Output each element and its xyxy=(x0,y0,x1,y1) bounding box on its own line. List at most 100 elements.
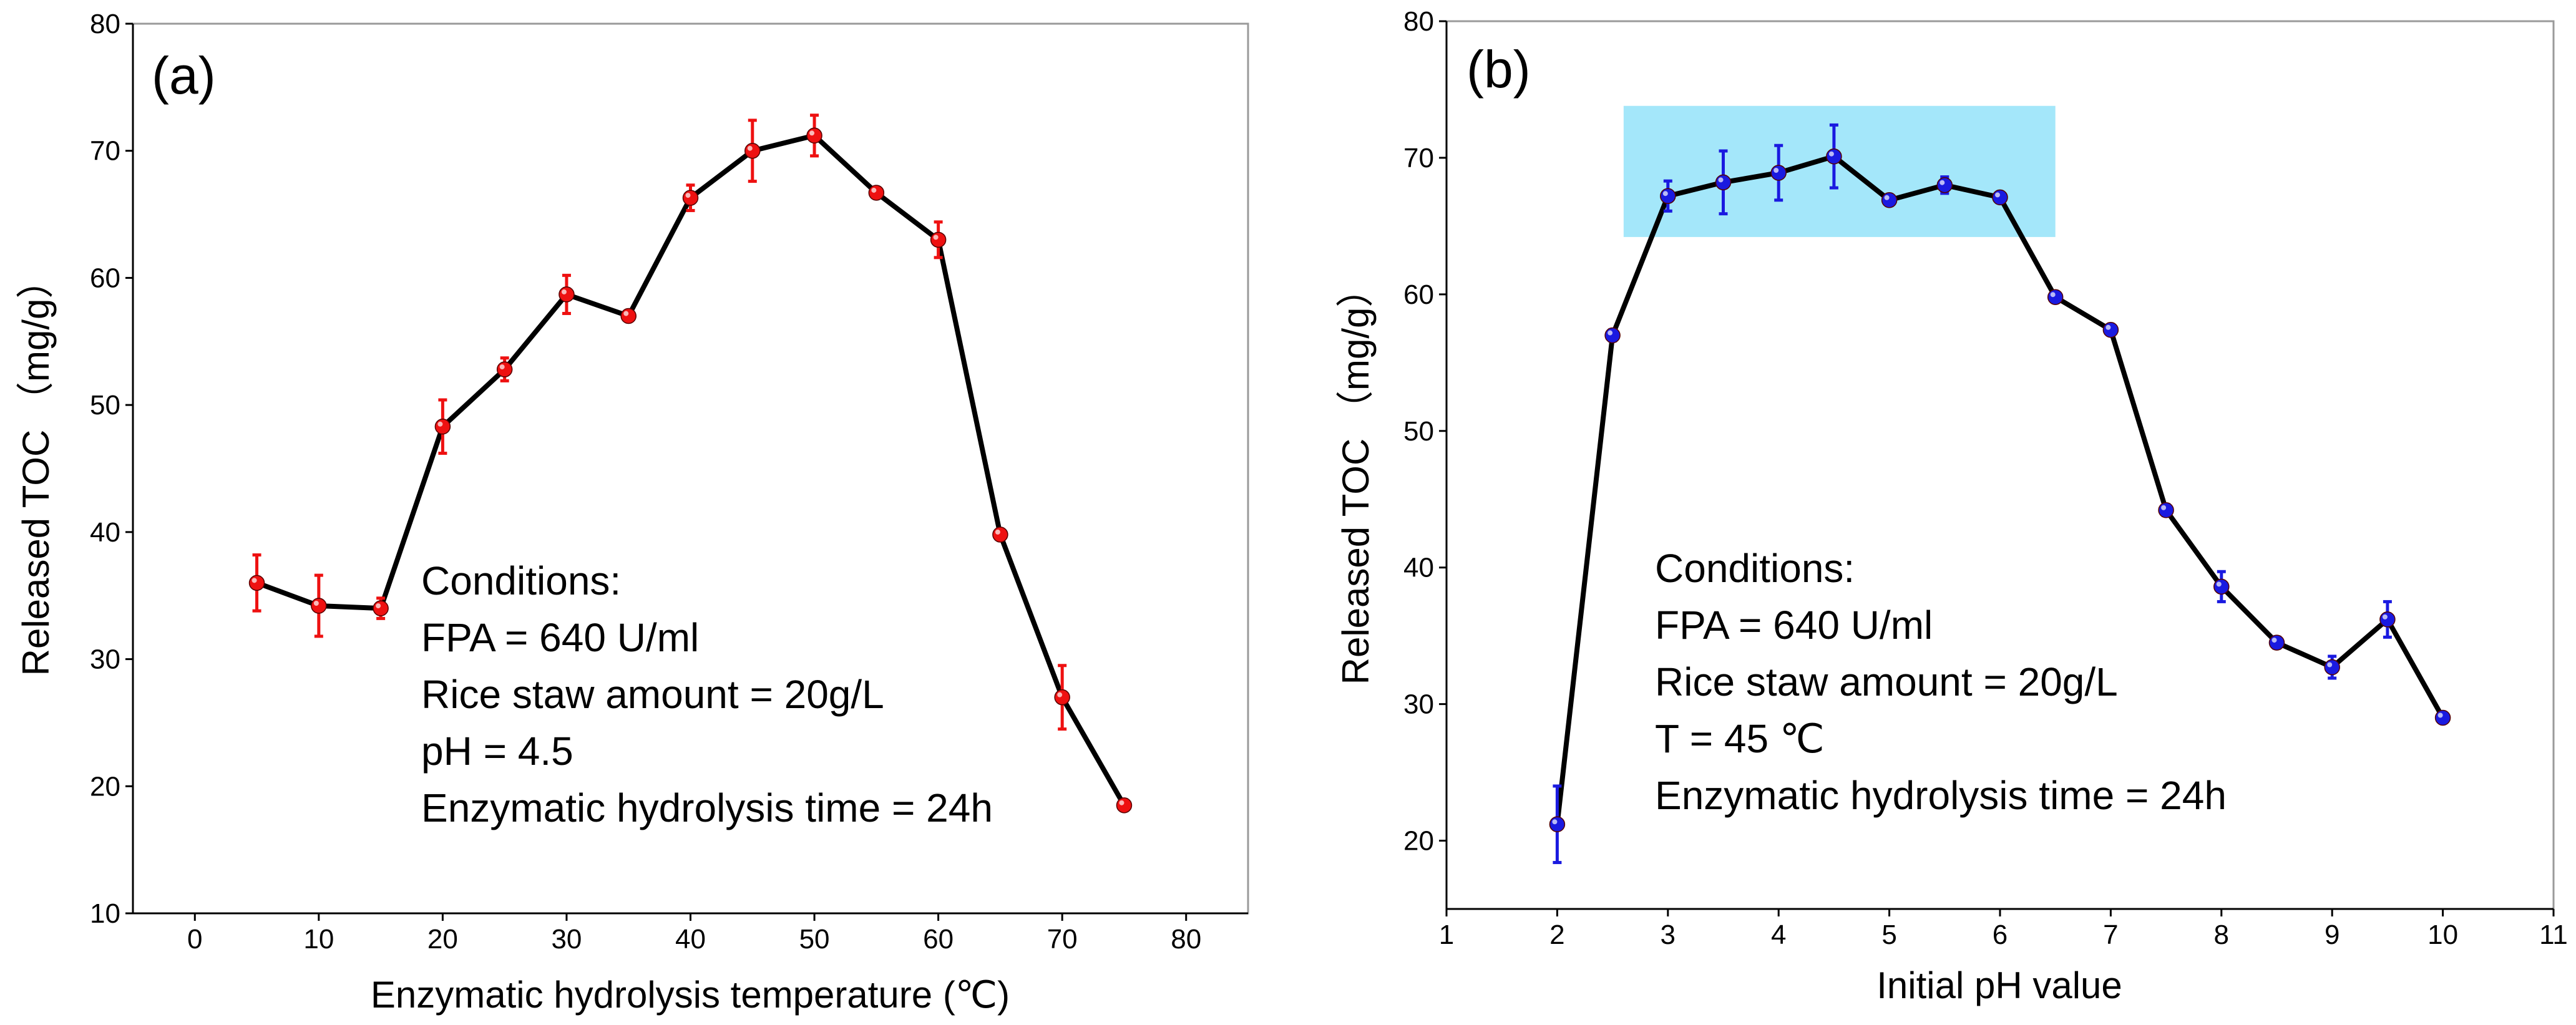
panel-b-data-point xyxy=(2379,611,2396,628)
panel-a-x-axis-title: Enzymatic hydrolysis temperature (℃) xyxy=(371,974,1010,1016)
panel-a-data-point xyxy=(559,286,575,303)
panel-b-data-point-highlight xyxy=(1662,191,1668,197)
panel-a-x-tick-label: 70 xyxy=(1047,924,1078,955)
panel-b-y-tick-label: 20 xyxy=(1403,826,1434,857)
panel-b-x-ticks: 1 2 3 4 5 6 7 8 9 10 11 xyxy=(1439,909,2568,950)
panel-a-y-tick-label: 70 xyxy=(90,136,120,167)
panel-a-data-point xyxy=(682,190,699,206)
panel-b-y-tick-label: 60 xyxy=(1403,279,1434,310)
panel-b-x-tick-label: 7 xyxy=(2103,920,2118,950)
panel-b-condition-line: Enzymatic hydrolysis time = 24h xyxy=(1655,773,2227,818)
panel-b-condition-line: Rice staw amount = 20g/L xyxy=(1655,659,2118,704)
panel-a-condition-line: pH = 4.5 xyxy=(421,729,573,774)
panel-b-data-point xyxy=(2047,289,2064,305)
panel-a-data-point xyxy=(620,308,637,324)
panel-b-data-point-highlight xyxy=(2050,292,2056,298)
panel-a-x-ticks: 0 10 20 30 40 50 60 70 80 xyxy=(187,913,1201,955)
panel-b-data-point-highlight xyxy=(1773,168,1779,173)
panel-a-data-point xyxy=(930,231,947,248)
panel-a-condition-line: Enzymatic hydrolysis time = 24h xyxy=(421,785,993,830)
panel-a-data-point xyxy=(434,419,451,435)
panel-b-data-point-highlight xyxy=(1608,330,1613,336)
panel-a-data-point-highlight xyxy=(1057,692,1063,697)
panel-b-data-point-highlight xyxy=(1939,180,1945,185)
panel-b-data-point xyxy=(1936,177,1953,193)
panel-b-x-tick-label: 4 xyxy=(1771,920,1786,950)
panel-b-data-point-highlight xyxy=(2327,662,2333,668)
panel-a-y-tick-label: 60 xyxy=(90,263,120,293)
panel-a-data-point-highlight xyxy=(623,311,629,316)
panel-a-chart: 0 10 20 30 40 50 60 70 80 10 20 30 40 50 60 70 80 (a) E… xyxy=(15,9,1249,1016)
panel-a-condition-line: Conditions: xyxy=(421,558,621,603)
panel-a-x-tick-label: 40 xyxy=(675,924,706,955)
panel-a-data-point-highlight xyxy=(561,289,567,294)
panel-b-data-point-highlight xyxy=(2437,712,2443,718)
panel-b-data-point-highlight xyxy=(1828,151,1834,157)
panel-a-data-point xyxy=(373,600,389,616)
panel-a-data-point-highlight xyxy=(313,601,319,606)
panel-b-data-point xyxy=(2213,578,2230,595)
panel-b-condition-line: FPA = 640 U/ml xyxy=(1655,603,1933,648)
panel-b-y-axis-title: Released TOC （mg/g） xyxy=(1335,270,1377,685)
panel-b-condition-line: Conditions: xyxy=(1655,546,1855,591)
panel-a-y-tick-label: 50 xyxy=(90,390,120,420)
panel-a-data-point-highlight xyxy=(685,193,691,198)
panel-b-data-point xyxy=(2158,502,2174,518)
panel-a-y-tick-label: 30 xyxy=(90,644,120,675)
panel-b-y-tick-label: 30 xyxy=(1403,689,1434,720)
panel-b-data-point xyxy=(1604,327,1621,344)
panel-a-data-point-highlight xyxy=(499,364,505,370)
panel-a-x-tick-label: 60 xyxy=(923,924,954,955)
panel-a-data-point xyxy=(744,142,761,159)
panel-b-y-tick-label: 70 xyxy=(1403,143,1434,173)
panel-a-y-ticks: 10 20 30 40 50 60 70 80 xyxy=(90,9,133,929)
panel-b-data-point xyxy=(1826,148,1842,165)
panel-b-x-tick-label: 5 xyxy=(1881,920,1896,950)
panel-a-condition-line: Rice staw amount = 20g/L xyxy=(421,672,884,717)
panel-b-highlight-band xyxy=(1623,105,2056,237)
panel-a-data-point xyxy=(1054,689,1070,706)
panel-a-y-tick-label: 80 xyxy=(90,9,120,39)
panel-b-x-tick-label: 11 xyxy=(2539,920,2568,950)
panel-b-chart: 1 2 3 4 5 6 7 8 9 10 11 20 30 40 50 60 70 80 (b) Initial… xyxy=(1335,6,2568,1006)
panel-b-y-ticks: 20 30 40 50 60 70 80 xyxy=(1403,6,1447,857)
panel-b-x-tick-label: 3 xyxy=(1661,920,1676,950)
panel-b-data-point xyxy=(1660,188,1676,204)
panel-b-x-axis-title: Initial pH value xyxy=(1876,964,2122,1006)
panel-a-data-point-highlight xyxy=(747,145,753,151)
panel-b-data-point xyxy=(1881,192,1898,208)
panel-a-data-point-highlight xyxy=(871,187,877,193)
panel-b-data-point xyxy=(1715,174,1732,191)
panel-a-x-tick-label: 30 xyxy=(551,924,582,955)
panel-b-condition-line: T = 45 ℃ xyxy=(1655,716,1825,761)
panel-a-data-point-highlight xyxy=(1119,800,1125,805)
panel-b-label: (b) xyxy=(1466,40,1531,99)
panel-b-data-point xyxy=(1992,189,2008,206)
panel-a-data-point xyxy=(496,361,513,377)
panel-b-data-point xyxy=(2102,322,2119,338)
panel-b-data-point-highlight xyxy=(2271,638,2277,643)
panel-b-data-point-highlight xyxy=(2161,505,2167,510)
panel-b-x-tick-label: 6 xyxy=(1993,920,2008,950)
panel-a-data-point xyxy=(992,527,1008,543)
panel-a-x-tick-label: 20 xyxy=(427,924,458,955)
panel-b-data-point xyxy=(2434,709,2451,726)
panel-a-data-point-highlight xyxy=(809,130,815,136)
panel-a-data-point xyxy=(248,575,265,591)
panel-a-y-tick-label: 10 xyxy=(90,898,120,929)
panel-a-data-point xyxy=(1116,797,1133,814)
panel-a-condition-line: FPA = 640 U/ml xyxy=(421,615,699,660)
panel-a-x-tick-label: 10 xyxy=(303,924,334,955)
panel-a-y-tick-label: 20 xyxy=(90,771,120,802)
panel-b-data-point xyxy=(1770,165,1787,181)
panel-a-data-point-highlight xyxy=(933,235,939,240)
panel-a-series xyxy=(248,114,1133,814)
panel-b-data-point-highlight xyxy=(2105,324,2111,330)
panel-b-x-tick-label: 2 xyxy=(1549,920,1564,950)
panel-b-x-tick-label: 9 xyxy=(2325,920,2339,950)
panel-b-data-point-highlight xyxy=(2216,581,2222,587)
panel-a-x-tick-label: 50 xyxy=(799,924,830,955)
panel-a-data-point-highlight xyxy=(251,578,257,583)
panel-a-data-point-highlight xyxy=(376,603,381,609)
